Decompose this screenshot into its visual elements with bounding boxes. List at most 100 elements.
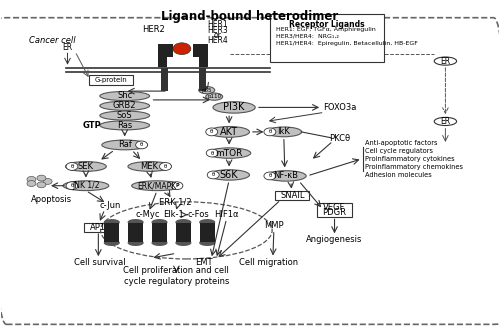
Text: p110: p110 <box>207 94 221 99</box>
Text: Cell migration: Cell migration <box>240 258 298 267</box>
FancyBboxPatch shape <box>270 14 384 62</box>
Text: Raf: Raf <box>118 140 132 149</box>
Bar <box>199 68 206 91</box>
Text: VEGF: VEGF <box>324 203 345 212</box>
Ellipse shape <box>100 101 150 110</box>
Text: GRB2: GRB2 <box>113 101 136 110</box>
Text: c-Myc: c-Myc <box>136 210 160 219</box>
Ellipse shape <box>104 240 119 245</box>
Ellipse shape <box>102 140 148 150</box>
Text: HIF1α: HIF1α <box>214 210 239 219</box>
Bar <box>193 44 199 57</box>
Text: JNK 1/2: JNK 1/2 <box>72 181 100 190</box>
Text: p85: p85 <box>202 88 212 93</box>
Circle shape <box>206 128 218 136</box>
Ellipse shape <box>128 220 143 225</box>
Text: P: P <box>175 183 178 188</box>
Text: Cancer cell: Cancer cell <box>28 36 76 45</box>
Circle shape <box>264 172 276 180</box>
Ellipse shape <box>208 170 250 180</box>
Text: ERK 1/2: ERK 1/2 <box>159 197 192 207</box>
Circle shape <box>207 171 219 179</box>
Text: ER: ER <box>62 42 72 52</box>
Text: S6K: S6K <box>220 170 238 180</box>
Circle shape <box>173 43 191 55</box>
Ellipse shape <box>200 220 214 225</box>
Ellipse shape <box>434 57 456 65</box>
Ellipse shape <box>128 162 171 171</box>
Text: Ligand-bound heterodimer: Ligand-bound heterodimer <box>162 10 338 23</box>
Text: AP1: AP1 <box>90 223 106 232</box>
Text: NF-κB: NF-κB <box>274 171 298 180</box>
Ellipse shape <box>100 111 150 120</box>
Text: Elk-1: Elk-1 <box>164 210 184 219</box>
Text: Apoptosis: Apoptosis <box>31 195 72 204</box>
Text: HER4: HER4 <box>208 36 228 45</box>
Text: HER3/HER4:  NRG₁,₂: HER3/HER4: NRG₁,₂ <box>276 34 339 39</box>
Ellipse shape <box>128 240 143 245</box>
FancyBboxPatch shape <box>88 75 133 85</box>
Text: Ras: Ras <box>117 121 132 130</box>
Text: HER2: HER2 <box>142 25 165 34</box>
Ellipse shape <box>66 162 106 171</box>
Text: PKCθ: PKCθ <box>330 134 350 143</box>
Text: FOXO3a: FOXO3a <box>324 103 357 112</box>
Bar <box>160 68 168 91</box>
Ellipse shape <box>200 240 214 245</box>
Ellipse shape <box>152 220 167 225</box>
Ellipse shape <box>100 91 150 101</box>
Text: PI3K: PI3K <box>224 102 245 113</box>
Text: MMP: MMP <box>264 221 283 230</box>
Text: ERK/MAPK: ERK/MAPK <box>138 181 176 190</box>
Ellipse shape <box>63 181 109 190</box>
Text: or: or <box>214 31 222 40</box>
Text: θ: θ <box>268 129 272 134</box>
Text: G-protein: G-protein <box>94 77 127 83</box>
Text: Anti-apoptotic factors
Cell cycle regulators
Proinflammatory cytokines
Proinflam: Anti-apoptotic factors Cell cycle regula… <box>366 139 464 178</box>
Circle shape <box>171 182 183 190</box>
Ellipse shape <box>152 240 167 245</box>
Text: SoS: SoS <box>117 111 132 120</box>
Circle shape <box>66 182 78 190</box>
Ellipse shape <box>100 121 150 130</box>
Text: Cell proliferation and cell
cycle regulatory proteins: Cell proliferation and cell cycle regula… <box>124 266 230 286</box>
Circle shape <box>206 149 218 157</box>
Text: HER3: HER3 <box>208 26 228 35</box>
Text: SEK: SEK <box>78 162 94 171</box>
FancyBboxPatch shape <box>318 203 352 217</box>
Text: HER1: HER1 <box>208 20 228 29</box>
Text: mTOR: mTOR <box>216 149 243 158</box>
Ellipse shape <box>176 220 191 225</box>
Text: c-Jun: c-Jun <box>99 201 120 210</box>
FancyBboxPatch shape <box>84 223 112 232</box>
Text: θ: θ <box>210 151 214 156</box>
Bar <box>104 223 119 242</box>
Ellipse shape <box>266 171 306 181</box>
Bar <box>199 44 207 67</box>
Ellipse shape <box>213 102 255 113</box>
Text: PDGR: PDGR <box>322 208 346 217</box>
Bar <box>176 223 191 242</box>
Text: θ: θ <box>70 164 74 169</box>
Text: θ: θ <box>212 172 215 177</box>
Text: Shc: Shc <box>117 91 132 100</box>
Text: HER1: EGF, TGFα, Amphiregulin: HER1: EGF, TGFα, Amphiregulin <box>276 27 376 32</box>
Circle shape <box>264 128 276 136</box>
Circle shape <box>43 179 52 184</box>
Ellipse shape <box>199 87 214 94</box>
Circle shape <box>160 163 172 170</box>
Text: θ: θ <box>268 173 272 178</box>
Text: θ: θ <box>140 142 143 147</box>
Text: AKT: AKT <box>220 127 238 137</box>
Ellipse shape <box>434 117 456 126</box>
Circle shape <box>66 163 78 170</box>
Ellipse shape <box>104 220 119 225</box>
Text: MEK: MEK <box>140 162 158 171</box>
Text: θ: θ <box>164 164 167 169</box>
Text: SNAIL: SNAIL <box>280 191 304 200</box>
Bar <box>152 223 167 242</box>
Ellipse shape <box>132 181 182 190</box>
Text: Angiogenesis: Angiogenesis <box>306 235 362 244</box>
Ellipse shape <box>208 126 250 137</box>
Ellipse shape <box>176 240 191 245</box>
